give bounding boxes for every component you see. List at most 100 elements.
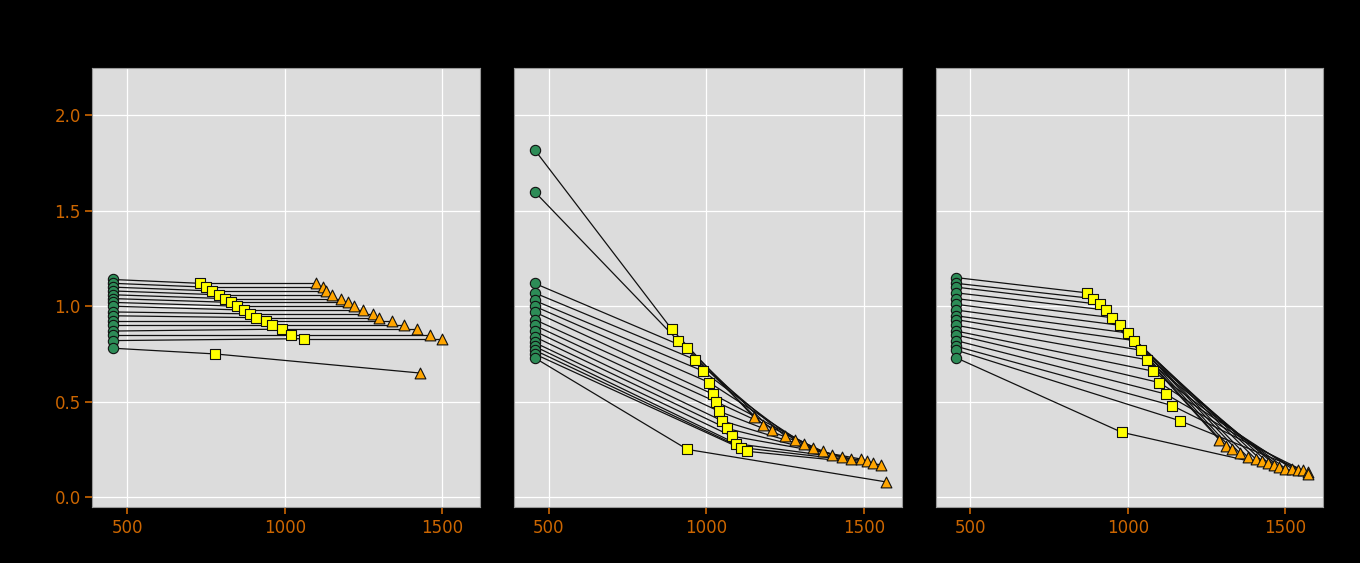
Point xyxy=(208,291,230,300)
Point xyxy=(292,334,314,343)
Point xyxy=(1117,328,1138,337)
Point xyxy=(1274,464,1296,473)
Point xyxy=(709,406,730,415)
Point xyxy=(204,350,226,359)
Point xyxy=(352,306,374,315)
Point xyxy=(1257,458,1278,467)
Point xyxy=(1136,355,1157,364)
Point xyxy=(524,327,545,336)
Point xyxy=(321,291,343,300)
Point xyxy=(102,327,124,336)
Point xyxy=(524,187,545,196)
Point xyxy=(945,288,967,297)
Point xyxy=(666,336,688,345)
Point xyxy=(762,426,783,435)
Point xyxy=(793,439,815,448)
Point xyxy=(704,397,726,406)
Point xyxy=(1161,401,1183,410)
Point xyxy=(1214,441,1236,450)
Point xyxy=(1296,470,1318,479)
Point xyxy=(1221,445,1243,454)
Point xyxy=(874,477,896,486)
Point xyxy=(850,454,872,463)
Point xyxy=(311,283,333,292)
Point xyxy=(245,313,267,322)
Point xyxy=(840,454,862,463)
Point xyxy=(409,369,431,378)
Point xyxy=(1170,416,1191,425)
Point xyxy=(945,300,967,309)
Point xyxy=(945,336,967,345)
Point xyxy=(736,447,758,456)
Point xyxy=(699,378,721,387)
Point xyxy=(1244,454,1266,463)
Point xyxy=(1263,460,1285,469)
Point xyxy=(702,390,724,399)
Point xyxy=(945,273,967,282)
Point xyxy=(524,346,545,355)
Point xyxy=(1130,346,1152,355)
Point xyxy=(102,275,124,284)
Point xyxy=(1095,306,1117,315)
Point xyxy=(102,336,124,345)
Point xyxy=(802,443,824,452)
Point xyxy=(945,279,967,288)
Point xyxy=(102,298,124,307)
Point xyxy=(783,435,805,444)
Point xyxy=(102,283,124,292)
Point xyxy=(239,309,261,318)
Point xyxy=(715,424,737,433)
Point xyxy=(189,279,211,288)
Point xyxy=(1296,468,1318,477)
Point xyxy=(227,302,249,311)
Point xyxy=(524,350,545,359)
Point xyxy=(214,294,235,303)
Point xyxy=(369,313,390,322)
Point xyxy=(1269,462,1291,471)
Point xyxy=(102,321,124,330)
Point xyxy=(945,330,967,339)
Point xyxy=(220,298,242,307)
Point xyxy=(1251,457,1273,466)
Point xyxy=(102,344,124,353)
Point xyxy=(821,450,843,459)
Point xyxy=(945,327,967,336)
Point xyxy=(1111,428,1133,437)
Point xyxy=(1281,464,1303,473)
Point xyxy=(1123,336,1145,345)
Point xyxy=(314,287,336,296)
Point xyxy=(524,307,545,316)
Point xyxy=(261,321,283,330)
Point xyxy=(711,416,733,425)
Point xyxy=(945,311,967,320)
Point xyxy=(102,311,124,320)
Point xyxy=(945,315,967,324)
Point xyxy=(102,307,124,316)
Point xyxy=(721,432,743,441)
Point xyxy=(857,457,879,466)
Point xyxy=(524,302,545,311)
Point xyxy=(870,460,892,469)
Point xyxy=(661,325,683,334)
Point xyxy=(393,321,415,330)
Point xyxy=(1155,390,1176,399)
Point xyxy=(1209,435,1231,444)
Point xyxy=(102,291,124,300)
Point xyxy=(102,302,124,311)
Point xyxy=(1287,466,1308,475)
Point xyxy=(812,447,834,456)
Point xyxy=(676,445,698,454)
Point xyxy=(743,413,764,422)
Point xyxy=(194,283,216,292)
Point xyxy=(524,279,545,288)
Point xyxy=(280,330,302,339)
Point xyxy=(1083,294,1104,303)
Point xyxy=(945,321,967,330)
Point xyxy=(271,325,292,334)
Point xyxy=(1236,453,1258,462)
Point xyxy=(1149,378,1171,387)
Point xyxy=(725,439,747,448)
Point xyxy=(524,342,545,351)
Point xyxy=(1088,300,1110,309)
Point xyxy=(524,315,545,324)
